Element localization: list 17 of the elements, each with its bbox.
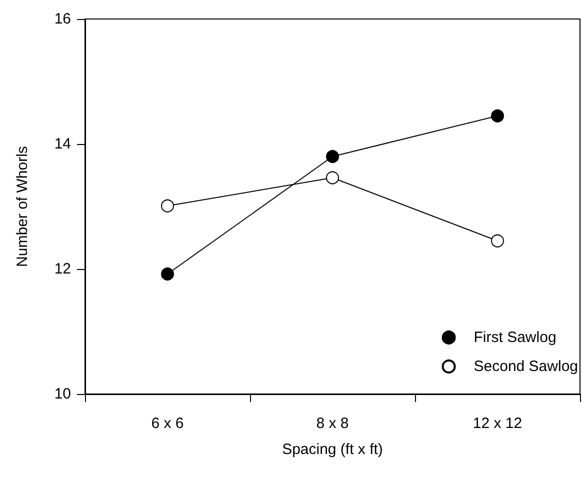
point: [491, 234, 504, 248]
y-axis-title: Number of Whorls: [14, 146, 31, 267]
point: [161, 268, 174, 280]
x-axis-title: Spacing (ft x ft): [282, 441, 383, 458]
x-tick-label: 6 x 6: [151, 415, 184, 432]
y-tick-label: 10: [54, 386, 71, 402]
x-tick-label: 12 x 12: [472, 415, 522, 432]
point: [326, 150, 339, 163]
point: [491, 109, 504, 122]
x-tick-label: 8 x 8: [316, 415, 349, 432]
y-tick-label: 12: [54, 260, 71, 278]
point: [161, 199, 174, 212]
legend-label: Second Sawlog: [474, 358, 578, 375]
y-tick-label: 14: [54, 136, 71, 152]
y-tick-label: 16: [54, 10, 71, 28]
point: [326, 171, 339, 184]
legend-label: First Sawlog: [474, 329, 556, 346]
